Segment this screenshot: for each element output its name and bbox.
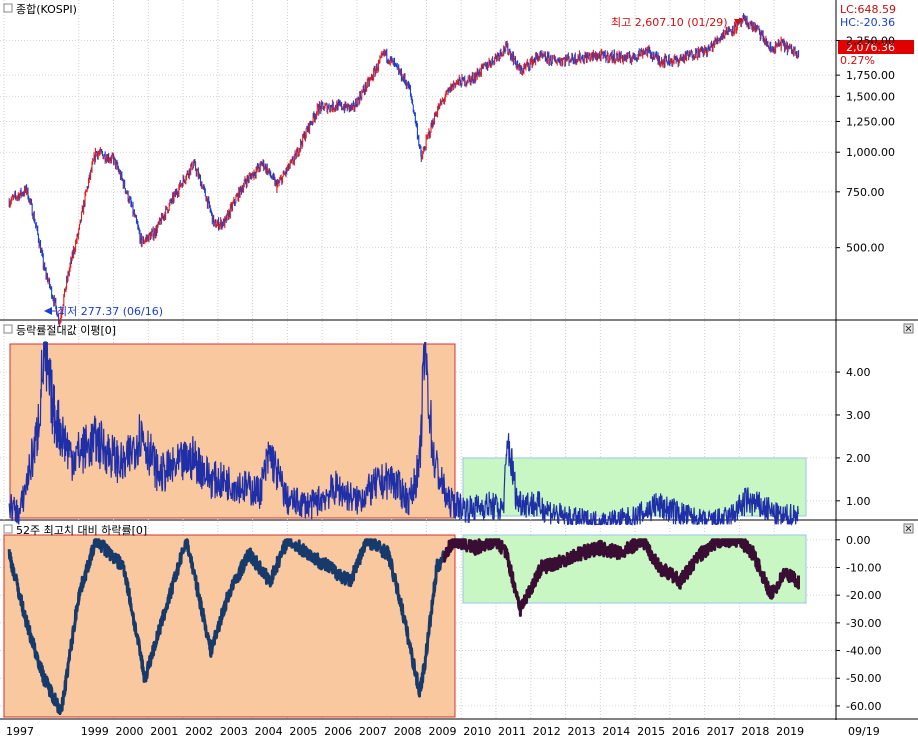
time-axis-label: 2007: [359, 725, 387, 738]
time-axis-label: 2002: [185, 725, 213, 738]
drawdown-axis-label: -60.00: [846, 700, 881, 713]
time-axis-label: 2014: [602, 725, 630, 738]
time-axis-label: 2013: [568, 725, 596, 738]
drawdown-axis-label: -10.00: [846, 561, 881, 574]
volatility-panel-title: 등락률절대값 이평[0]: [16, 324, 116, 337]
drawdown-series-line-early: [7, 538, 445, 716]
drawdown-axis-label: 0.00: [846, 534, 871, 547]
price-axis-label: 750.00: [846, 186, 885, 199]
time-axis-label: 2010: [463, 725, 491, 738]
time-axis-label: 2016: [672, 725, 700, 738]
volatility-axis-label: 4.00: [846, 366, 871, 379]
time-axis-label: 2003: [220, 725, 248, 738]
time-axis-label: 1999: [81, 725, 109, 738]
time-axis-label: 2012: [533, 725, 561, 738]
change-percent: 0.27%: [840, 54, 875, 67]
drawdown-axis-label: -30.00: [846, 617, 881, 630]
close-x-glyph: [905, 325, 912, 332]
drawdown-series-line-late: [442, 538, 800, 617]
time-axis-label: 2017: [707, 725, 735, 738]
price-axis-label: 500.00: [846, 242, 885, 255]
time-axis-label: 2005: [289, 725, 317, 738]
close-x-glyph: [905, 525, 912, 532]
axis-ticks: 1997 1999 2000 2001 2002 2003 2004 2005 2006 2007…: [6, 35, 895, 738]
time-axis-label: 2009: [428, 725, 456, 738]
all-time-high-label: 최고 2,607.10 (01/29): [611, 16, 728, 29]
high-marker-arrow-icon: [734, 19, 742, 26]
price-axis-label: 1,000.00: [846, 146, 895, 159]
panel-toggle-icon[interactable]: [3, 524, 13, 534]
time-axis-label: 2019: [776, 725, 804, 738]
volatility-axis-label: 2.00: [846, 452, 871, 465]
time-axis-label: 2004: [255, 725, 283, 738]
current-price-badge: [838, 40, 914, 54]
time-axis-label: 1997: [6, 725, 34, 738]
drawdown-axis-label: -20.00: [846, 589, 881, 602]
price-axis-label: 1,500.00: [846, 90, 895, 103]
hc-info: HC:-20.36: [840, 16, 895, 29]
early-highlight-box-drawdown: [3, 534, 456, 718]
drawdown-axis-label: -50.00: [846, 672, 881, 685]
panel-toggle-icon[interactable]: [3, 324, 13, 334]
time-axis-label: 2008: [394, 725, 422, 738]
volatility-axis-label: 3.00: [846, 409, 871, 422]
price-axis-label: 1,750.00: [846, 69, 895, 82]
time-axis-right-label: 09/19: [848, 725, 880, 738]
time-axis-label: 2018: [741, 725, 769, 738]
lc-info: LC:648.59: [840, 3, 896, 16]
time-axis-label: 2011: [498, 725, 526, 738]
time-axis-label: 2015: [637, 725, 665, 738]
volatility-axis-label: 1.00: [846, 495, 871, 508]
volatility-series-line: [8, 341, 800, 526]
time-axis-label: 2006: [324, 725, 352, 738]
price-axis-label: 1,250.00: [846, 115, 895, 128]
current-price: 2,076.36: [846, 41, 895, 54]
low-marker-arrow-icon: [44, 307, 52, 315]
drawdown-axis-label: -40.00: [846, 645, 881, 658]
panel-toggle-icon[interactable]: [3, 3, 13, 13]
time-axis-label: 2001: [150, 725, 178, 738]
time-axis-label: 2000: [116, 725, 144, 738]
all-time-low-label: 최저 277.37 (06/16): [57, 305, 163, 318]
price-axis-label: 2,250.00: [846, 35, 895, 48]
drawdown-panel-title: 52주 최고치 대비 하락률[0]: [16, 523, 147, 537]
price-panel-title: 종합(KOSPI): [16, 3, 77, 16]
series-layer: [7, 12, 800, 716]
